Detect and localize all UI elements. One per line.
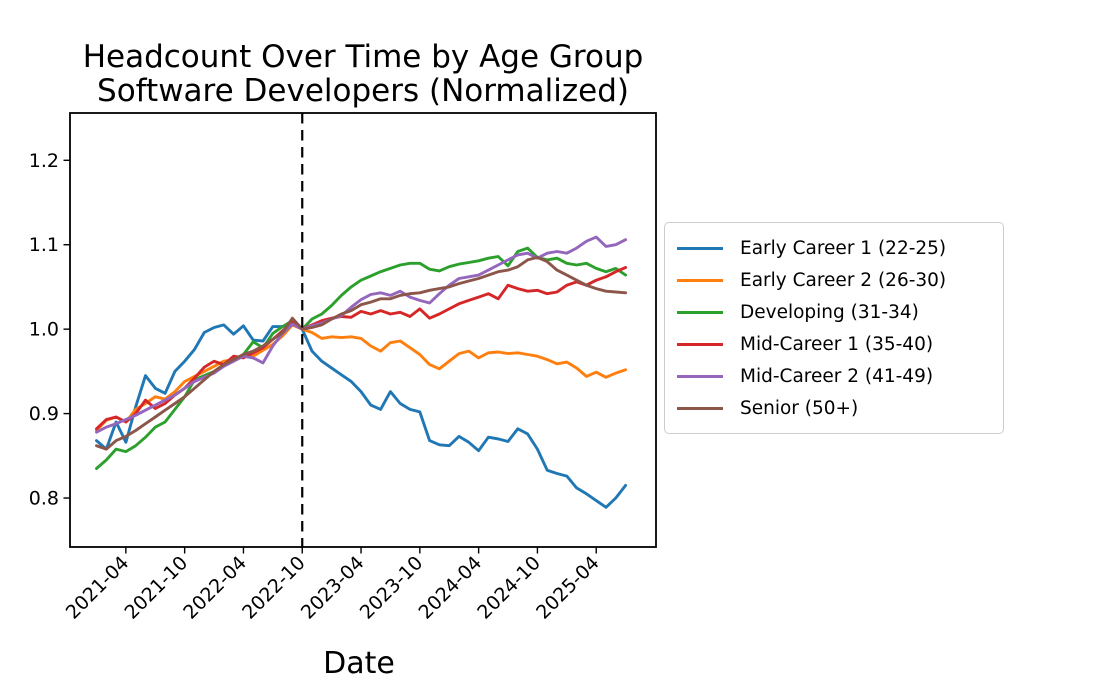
series-line-senior-50 bbox=[95, 255, 628, 451]
x-tick-label: 2023-04 bbox=[297, 552, 369, 624]
legend-label: Developing (31-34) bbox=[740, 301, 919, 323]
plot-frame bbox=[69, 112, 657, 548]
legend-item: Senior (50+) bbox=[677, 392, 993, 424]
chart-title-line2: Software Developers (Normalized) bbox=[97, 73, 629, 109]
x-axis-label: Date bbox=[323, 646, 395, 681]
series-line-mid-career-1-35-40 bbox=[95, 266, 628, 431]
x-tick-label: 2024-10 bbox=[473, 552, 545, 624]
x-tick-label: 2021-10 bbox=[120, 552, 192, 624]
y-tick-label: 1.0 bbox=[29, 319, 59, 341]
x-tick-label: 2021-04 bbox=[62, 552, 134, 624]
legend-swatch-line bbox=[677, 374, 723, 378]
legend-label: Early Career 1 (22-25) bbox=[740, 237, 947, 259]
x-tick-label: 2022-10 bbox=[238, 552, 310, 624]
legend-item: Early Career 2 (26-30) bbox=[677, 264, 993, 296]
legend-swatch-line bbox=[677, 310, 723, 314]
legend-label: Mid-Career 1 (35-40) bbox=[740, 333, 934, 355]
legend: Early Career 1 (22-25) Early Career 2 (26… bbox=[664, 222, 1004, 434]
y-tick-label: 0.8 bbox=[29, 488, 59, 510]
legend-item: Early Career 1 (22-25) bbox=[677, 232, 993, 264]
y-tick-label: 1.1 bbox=[29, 234, 59, 256]
x-tick-label: 2023-10 bbox=[356, 552, 428, 624]
y-tick-label: 0.9 bbox=[29, 403, 59, 425]
legend-swatch-line bbox=[677, 278, 723, 282]
legend-label: Mid-Career 2 (41-49) bbox=[740, 365, 934, 387]
legend-label: Senior (50+) bbox=[740, 397, 859, 419]
legend-swatch-line bbox=[677, 406, 723, 410]
legend-label: Early Career 2 (26-30) bbox=[740, 269, 947, 291]
x-tick-label: 2022-04 bbox=[179, 552, 251, 624]
legend-item: Developing (31-34) bbox=[677, 296, 993, 328]
y-tick-label: 1.2 bbox=[29, 150, 59, 172]
chart-title-line1: Headcount Over Time by Age Group bbox=[83, 39, 644, 75]
legend-item: Mid-Career 2 (41-49) bbox=[677, 360, 993, 392]
series-line-early-career-1-22-25 bbox=[95, 320, 628, 509]
legend-swatch-line bbox=[677, 246, 723, 250]
legend-item: Mid-Career 1 (35-40) bbox=[677, 328, 993, 360]
x-tick-label: 2024-04 bbox=[414, 552, 486, 624]
x-tick-label: 2025-04 bbox=[532, 552, 604, 624]
series-line-early-career-2-26-30 bbox=[95, 323, 628, 432]
legend-swatch-line bbox=[677, 342, 723, 346]
